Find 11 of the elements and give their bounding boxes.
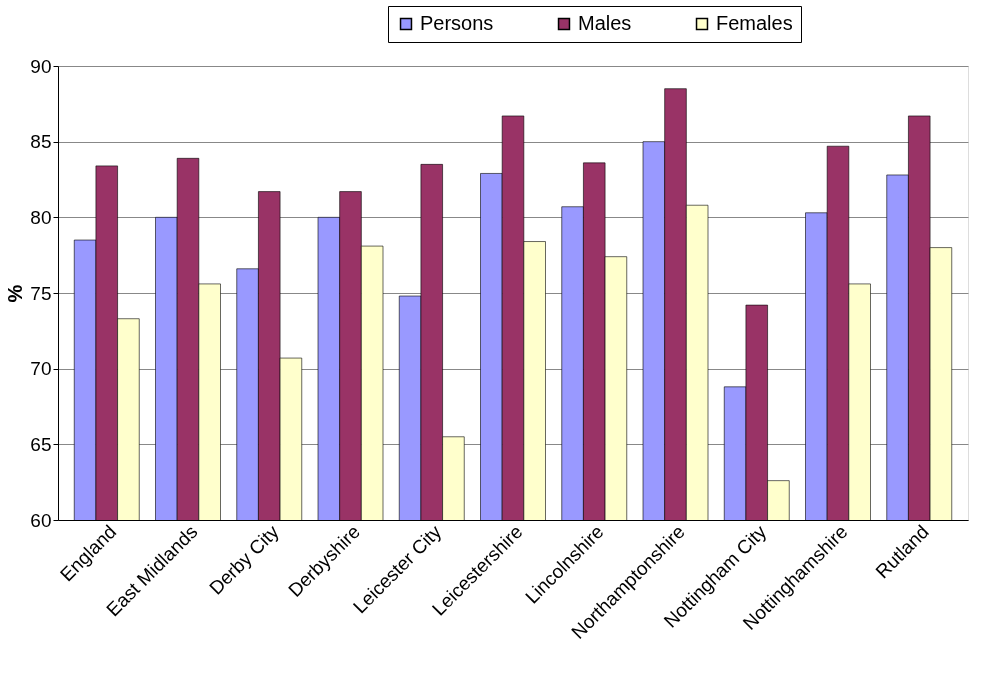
y-tick-label: 90 <box>30 55 52 77</box>
y-tick-label: 60 <box>30 509 52 531</box>
legend-label: Males <box>578 12 632 34</box>
legend-label: Females <box>716 12 793 34</box>
y-tick-label: 70 <box>30 358 52 380</box>
y-tick-label: 85 <box>30 131 52 153</box>
y-axis-title: % <box>4 284 27 303</box>
y-tick-label: 75 <box>30 282 52 304</box>
legend-label: Persons <box>420 12 494 34</box>
y-tick-label: 65 <box>30 433 52 455</box>
y-tick-label: 80 <box>30 206 52 228</box>
